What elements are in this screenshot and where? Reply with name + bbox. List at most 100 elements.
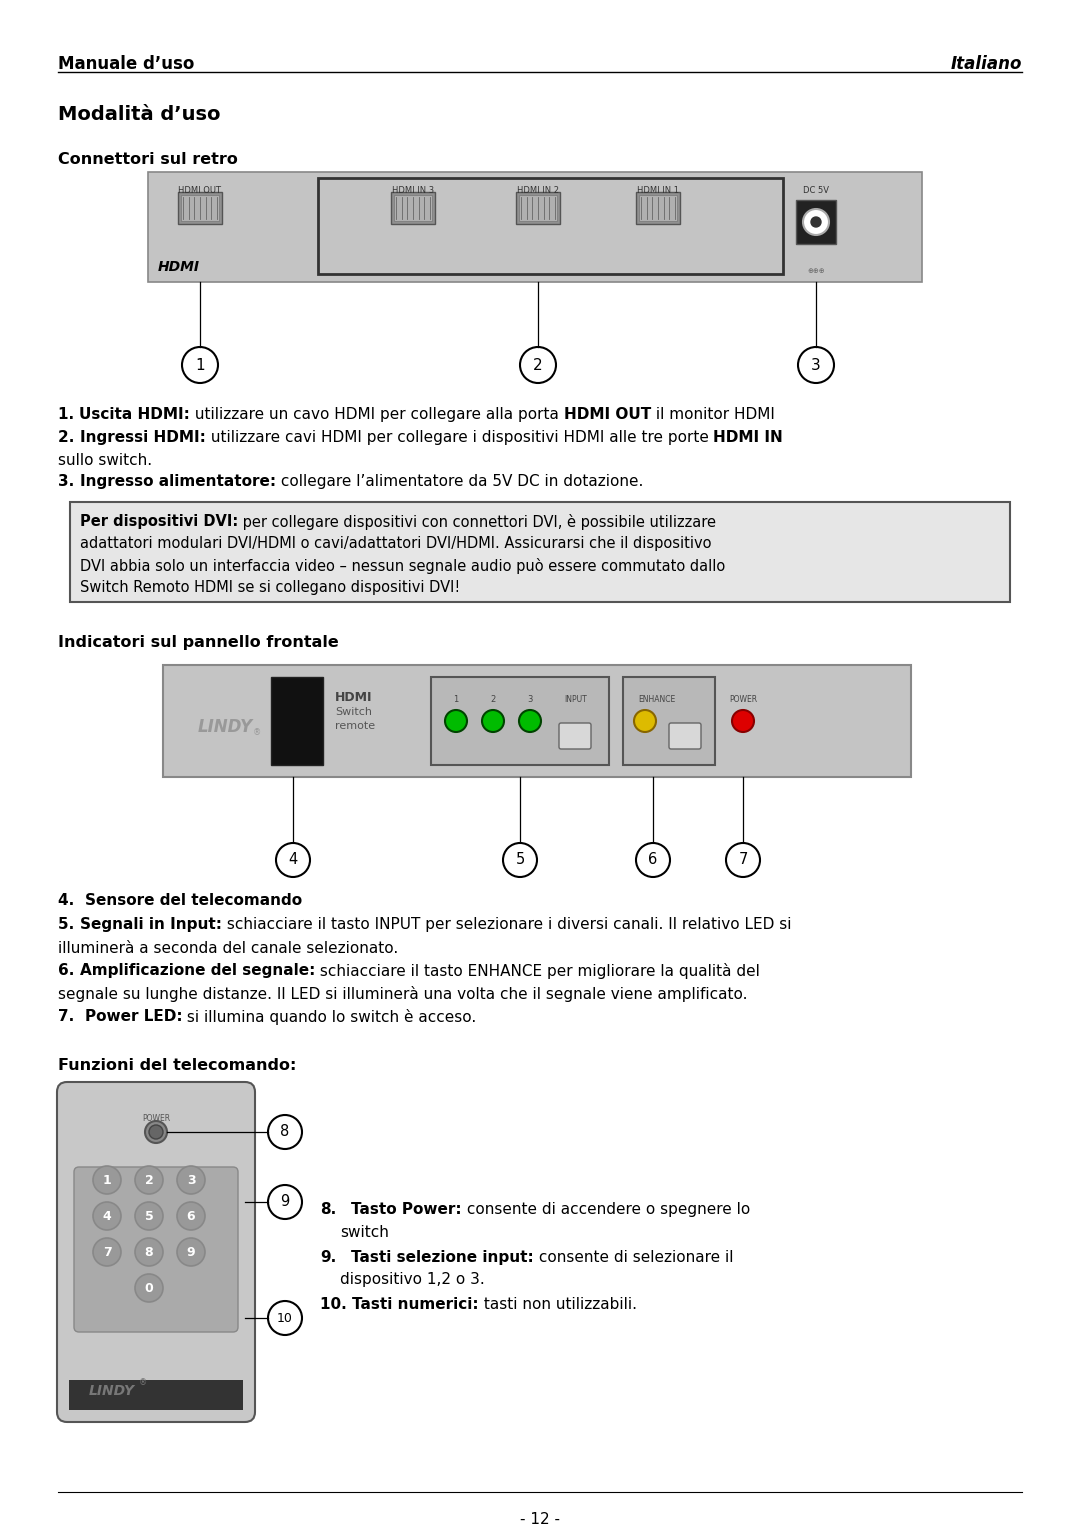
Text: schiacciare il tasto INPUT per selezionare i diversi canali. Il relativo LED si: schiacciare il tasto INPUT per seleziona… [221,917,791,932]
Text: POWER: POWER [729,695,757,704]
FancyBboxPatch shape [669,723,701,749]
FancyBboxPatch shape [181,196,219,222]
Text: HDMI IN 2: HDMI IN 2 [517,186,559,196]
Text: 2.: 2. [58,429,80,445]
FancyBboxPatch shape [70,503,1010,602]
Text: 7.: 7. [58,1008,84,1024]
FancyBboxPatch shape [639,196,677,222]
Text: ®: ® [139,1378,147,1387]
Text: 6: 6 [187,1210,195,1222]
FancyBboxPatch shape [163,665,912,778]
Text: Switch Remoto HDMI se si collegano dispositivi DVI!: Switch Remoto HDMI se si collegano dispo… [80,581,460,594]
Circle shape [804,209,829,235]
Text: 2: 2 [145,1174,153,1187]
Text: 3: 3 [187,1174,195,1187]
Text: 0: 0 [145,1282,153,1294]
Text: POWER: POWER [141,1114,170,1123]
Text: Tasto Power:: Tasto Power: [351,1203,461,1216]
Text: 7: 7 [103,1245,111,1259]
FancyBboxPatch shape [636,193,680,225]
Text: 9: 9 [281,1195,289,1210]
Text: dispositivo 1,2 o 3.: dispositivo 1,2 o 3. [340,1271,485,1287]
Text: ®: ® [253,729,261,738]
Circle shape [636,843,670,877]
Text: 9: 9 [187,1245,195,1259]
Text: ENHANCE: ENHANCE [638,695,676,704]
Text: 6.: 6. [58,963,80,978]
Circle shape [268,1186,302,1219]
Circle shape [268,1300,302,1335]
Circle shape [149,1125,163,1138]
Text: Ingresso alimentatore:: Ingresso alimentatore: [80,474,275,489]
Circle shape [482,711,504,732]
Circle shape [93,1203,121,1230]
Text: Uscita HDMI:: Uscita HDMI: [79,406,190,422]
Circle shape [732,711,754,732]
FancyBboxPatch shape [318,177,783,274]
Circle shape [135,1274,163,1302]
Circle shape [634,711,656,732]
Text: 3: 3 [811,358,821,373]
Text: switch: switch [340,1225,389,1241]
Text: HDMI IN 1: HDMI IN 1 [637,186,679,196]
Circle shape [135,1238,163,1267]
Circle shape [135,1166,163,1193]
Text: 4: 4 [103,1210,111,1222]
Text: DC 5V: DC 5V [804,186,829,196]
FancyBboxPatch shape [796,200,836,244]
FancyBboxPatch shape [57,1082,255,1423]
Text: 10.: 10. [320,1297,352,1313]
Text: Sensore del telecomando: Sensore del telecomando [84,892,302,908]
Text: Switch: Switch [335,707,372,717]
Text: HDMI: HDMI [158,260,200,274]
FancyBboxPatch shape [178,193,222,225]
Text: segnale su lunghe distanze. Il LED si illuminerà una volta che il segnale viene : segnale su lunghe distanze. Il LED si il… [58,986,747,1002]
Text: Amplificazione del segnale:: Amplificazione del segnale: [80,963,315,978]
Circle shape [135,1203,163,1230]
Circle shape [276,843,310,877]
Circle shape [177,1238,205,1267]
Text: remote: remote [335,721,375,730]
Circle shape [503,843,537,877]
Circle shape [93,1238,121,1267]
Circle shape [798,347,834,384]
Text: Funzioni del telecomando:: Funzioni del telecomando: [58,1057,296,1073]
Text: consente di accendere o spegnere lo: consente di accendere o spegnere lo [461,1203,750,1216]
Text: 1: 1 [195,358,205,373]
FancyBboxPatch shape [623,677,715,766]
Text: il monitor HDMI: il monitor HDMI [651,406,775,422]
Text: DVI abbia solo un interfaccia video – nessun segnale audio può essere commutato : DVI abbia solo un interfaccia video – ne… [80,558,726,575]
Text: adattatori modulari DVI/HDMI o cavi/adattatori DVI/HDMI. Assicurarsi che il disp: adattatori modulari DVI/HDMI o cavi/adat… [80,536,712,552]
FancyBboxPatch shape [394,196,432,222]
FancyBboxPatch shape [391,193,435,225]
Text: INPUT: INPUT [565,695,588,704]
FancyBboxPatch shape [148,173,922,283]
Text: Indicatori sul pannello frontale: Indicatori sul pannello frontale [58,636,339,649]
Text: 1.: 1. [58,406,79,422]
Text: ⊕⊕⊕: ⊕⊕⊕ [807,267,825,274]
Text: consente di selezionare il: consente di selezionare il [534,1250,733,1265]
Text: 5.: 5. [58,917,80,932]
Text: Italiano: Italiano [950,55,1022,73]
Text: 8: 8 [281,1125,289,1140]
Text: Power LED:: Power LED: [84,1008,183,1024]
Text: 9.: 9. [320,1250,336,1265]
Text: Ingressi HDMI:: Ingressi HDMI: [80,429,205,445]
Text: per collegare dispositivi con connettori DVI, è possibile utilizzare: per collegare dispositivi con connettori… [239,513,716,530]
Text: Segnali in Input:: Segnali in Input: [80,917,221,932]
Text: illuminerà a seconda del canale selezionato.: illuminerà a seconda del canale selezion… [58,941,399,957]
Circle shape [145,1122,167,1143]
Text: HDMI OUT: HDMI OUT [564,406,651,422]
Text: Tasti numerici:: Tasti numerici: [352,1297,478,1313]
Circle shape [183,347,218,384]
Circle shape [726,843,760,877]
Text: LINDY: LINDY [89,1384,135,1398]
Text: HDMI IN 3: HDMI IN 3 [392,186,434,196]
Text: HDMI: HDMI [335,691,373,704]
Text: tasti non utilizzabili.: tasti non utilizzabili. [478,1297,636,1313]
Circle shape [93,1166,121,1193]
Text: 3.: 3. [58,474,80,489]
Circle shape [177,1166,205,1193]
FancyBboxPatch shape [559,723,591,749]
Text: 6: 6 [648,853,658,868]
